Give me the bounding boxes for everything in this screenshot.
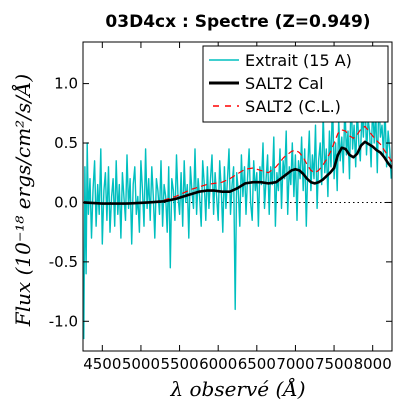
series-line-1 [83,88,392,340]
x-tick-label: 7000 [276,355,314,373]
y-axis-label: Flux (10⁻¹⁸ ergs/cm²/s/Å) [10,74,35,327]
y-tick-label: 1.0 [54,75,78,93]
series-group [83,88,392,340]
legend-label-3: SALT2 (C.L.) [245,97,341,116]
series-line-2 [83,140,392,205]
legend-label-1: Extrait (15 A) [245,51,352,70]
x-tick-label: 5500 [160,355,198,373]
x-tick-label: 6000 [199,355,237,373]
x-tick-label: 6500 [238,355,276,373]
y-tick-label: -1.0 [49,312,78,330]
y-tick-label: 0.5 [54,134,78,152]
x-tick-label: 8000 [354,355,392,373]
x-axis-label: λ observé (Å) [169,376,305,400]
plot-frame [82,41,393,352]
legend: Extrait (15 A) SALT2 Cal SALT2 (C.L.) [202,45,389,123]
x-tick-label: 4500 [83,355,121,373]
legend-label-2: SALT2 Cal [245,74,324,93]
chart-title: 03D4cx : Spectre (Z=0.949) [105,12,370,32]
x-tick-label: 5000 [122,355,160,373]
series-line-3 [83,125,392,205]
y-tick-label: 0.0 [54,193,78,211]
y-tick-label: -0.5 [49,253,78,271]
plot-area: 4500 5000 5500 6000 6500 7000 7500 8000 1.0 0.5 0.… [49,41,393,373]
x-tick-label: 7500 [315,355,353,373]
